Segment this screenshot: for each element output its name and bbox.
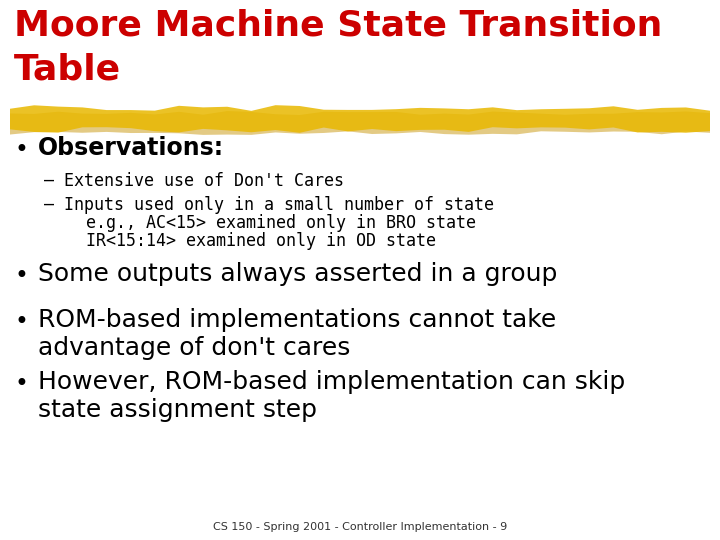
Text: CS 150 - Spring 2001 - Controller Implementation - 9: CS 150 - Spring 2001 - Controller Implem… bbox=[213, 522, 507, 532]
Text: Moore Machine State Transition: Moore Machine State Transition bbox=[14, 8, 662, 42]
Text: However, ROM-based implementation can skip: However, ROM-based implementation can sk… bbox=[38, 370, 625, 394]
Polygon shape bbox=[10, 111, 710, 135]
Text: IR<15:14> examined only in OD state: IR<15:14> examined only in OD state bbox=[56, 232, 436, 250]
Text: ROM-based implementations cannot take: ROM-based implementations cannot take bbox=[38, 308, 557, 332]
Polygon shape bbox=[10, 105, 710, 133]
Text: – Extensive use of Don't Cares: – Extensive use of Don't Cares bbox=[44, 172, 344, 190]
Text: •: • bbox=[14, 310, 28, 334]
Text: e.g., AC<15> examined only in BRO state: e.g., AC<15> examined only in BRO state bbox=[56, 214, 476, 232]
Text: Observations:: Observations: bbox=[38, 136, 224, 160]
Text: state assignment step: state assignment step bbox=[38, 398, 317, 422]
Text: •: • bbox=[14, 372, 28, 396]
Text: Table: Table bbox=[14, 52, 121, 86]
Text: – Inputs used only in a small number of state: – Inputs used only in a small number of … bbox=[44, 196, 494, 214]
Text: •: • bbox=[14, 264, 28, 288]
Text: Some outputs always asserted in a group: Some outputs always asserted in a group bbox=[38, 262, 557, 286]
Text: •: • bbox=[14, 138, 28, 162]
Text: advantage of don't cares: advantage of don't cares bbox=[38, 336, 351, 360]
